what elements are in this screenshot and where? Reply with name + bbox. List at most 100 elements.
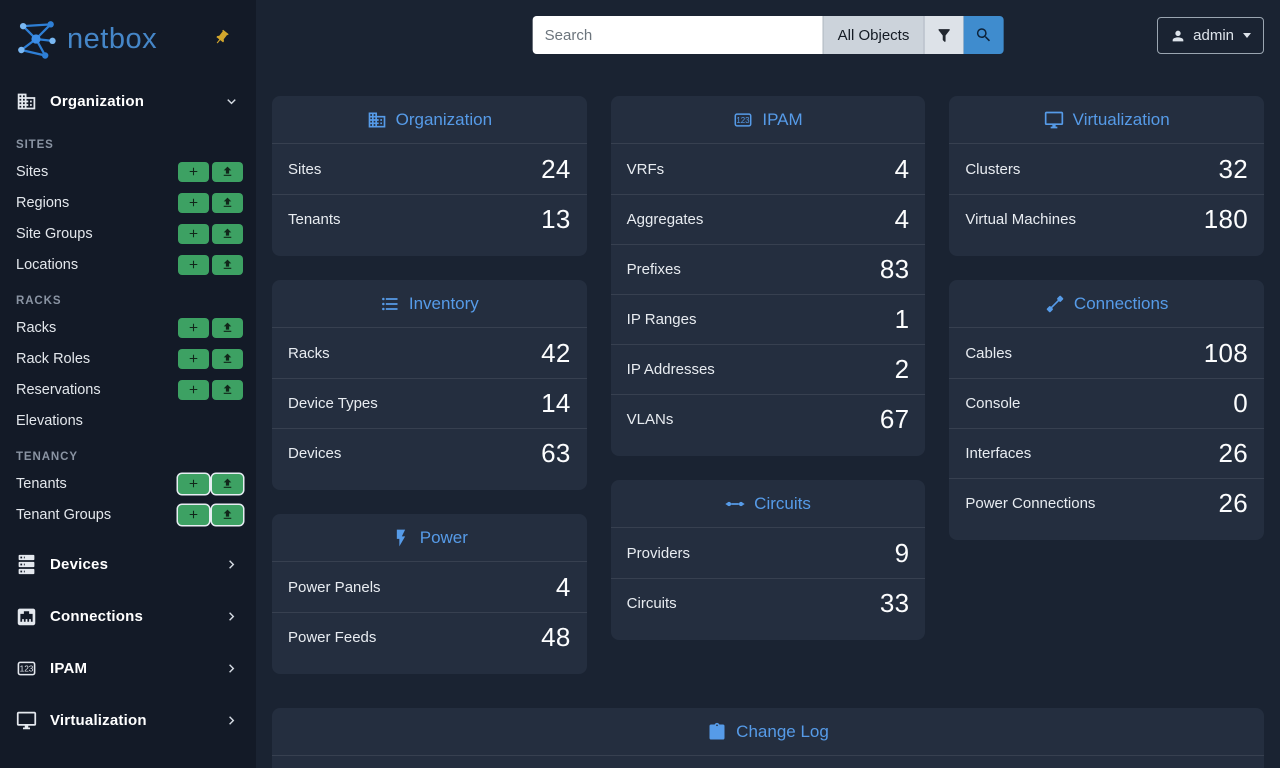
add-button[interactable] [178, 317, 209, 338]
pin-sidebar-button[interactable] [211, 27, 232, 48]
import-button[interactable] [212, 254, 243, 275]
sidebar-nav: Organization SITES Sites Regions Site Gr… [0, 78, 256, 746]
sidebar-item-label[interactable]: Sites [16, 163, 49, 180]
sidebar-item-ipam[interactable]: IPAM [0, 642, 256, 694]
sidebar-item-label[interactable]: Rack Roles [16, 350, 91, 367]
add-button[interactable] [178, 192, 209, 213]
add-button[interactable] [178, 504, 209, 525]
stat-label[interactable]: Tenants [288, 211, 341, 228]
import-button[interactable] [212, 223, 243, 244]
account-icon [1170, 28, 1186, 44]
card-title: Inventory [408, 293, 479, 313]
plus-icon [187, 227, 200, 240]
sidebar-item-devices[interactable]: Devices [0, 538, 256, 590]
stat-value: 1 [894, 304, 910, 334]
search-button[interactable] [963, 16, 1004, 54]
sidebar: netbox Organization SITES Sites Regions … [0, 0, 256, 768]
filter-button[interactable] [923, 16, 964, 54]
sidebar-collapsed-groups: Devices Connections IPAM Virtualization [0, 538, 256, 746]
stat-label[interactable]: Power Connections [965, 495, 1096, 512]
card-organization: Organization Sites 24 Tenants 13 [272, 96, 587, 256]
sidebar-item-label[interactable]: Regions [16, 194, 70, 211]
stat-row: Device Types 14 [272, 378, 587, 428]
sidebar-item-label[interactable]: Site Groups [16, 225, 93, 242]
sidebar-item-tenants: Tenants [0, 468, 256, 499]
stat-value: 33 [879, 588, 910, 618]
import-button[interactable] [212, 161, 243, 182]
counter-icon [733, 110, 753, 130]
add-button[interactable] [178, 348, 209, 369]
import-button[interactable] [212, 317, 243, 338]
devices-icon [16, 554, 37, 575]
sidebar-item-label[interactable]: Tenants [16, 475, 67, 492]
add-button[interactable] [178, 379, 209, 400]
stat-label[interactable]: IP Ranges [626, 311, 697, 328]
import-button[interactable] [212, 348, 243, 369]
caret-down-icon [1243, 33, 1251, 38]
sidebar-item-organization[interactable]: Organization [0, 78, 256, 124]
add-button[interactable] [178, 473, 209, 494]
stat-value: 4 [555, 571, 571, 602]
stat-label[interactable]: Circuits [626, 595, 677, 612]
sidebar-item-label[interactable]: Reservations [16, 381, 101, 398]
stat-label[interactable]: Power Panels [288, 578, 381, 596]
netbox-logo[interactable]: netbox [14, 17, 157, 61]
stat-value: 4 [894, 153, 910, 184]
stat-label[interactable]: Devices [288, 445, 342, 462]
add-button[interactable] [178, 161, 209, 182]
upload-icon [221, 196, 234, 209]
stat-value: 42 [541, 337, 571, 368]
stat-label[interactable]: Device Types [288, 395, 378, 412]
stat-label[interactable]: VRFs [626, 160, 665, 178]
stat-row: Console 0 [949, 378, 1265, 428]
stat-row: Cables 108 [949, 328, 1264, 378]
stat-label[interactable]: Interfaces [965, 445, 1032, 462]
stat-label[interactable]: Providers [626, 544, 691, 562]
stat-label[interactable]: Aggregates [626, 211, 704, 228]
stat-label[interactable]: IP Addresses [626, 361, 715, 378]
sidebar-item-label[interactable]: Locations [16, 256, 79, 273]
sidebar-item-connections[interactable]: Connections [0, 590, 256, 642]
stat-label[interactable]: VLANs [626, 411, 674, 428]
upload-icon [221, 321, 234, 334]
stat-row: Tenants 13 [272, 194, 587, 244]
stat-row: Racks 42 [272, 328, 587, 378]
sidebar-item-label[interactable]: Elevations [16, 412, 83, 429]
sidebar-item-label[interactable]: Racks [16, 319, 57, 336]
sidebar-item-rack-roles: Rack Roles [0, 343, 256, 374]
stat-row: Interfaces 26 [949, 428, 1265, 478]
add-button[interactable] [178, 223, 209, 244]
stat-value: 13 [541, 204, 571, 234]
import-button[interactable] [212, 379, 243, 400]
sidebar-item-label[interactable]: Tenant Groups [16, 506, 112, 523]
search-scope-button[interactable]: All Objects [822, 16, 924, 54]
card-title: Circuits [754, 493, 811, 513]
import-button[interactable] [212, 504, 243, 525]
brand-bar: netbox [0, 0, 256, 78]
stat-label[interactable]: Clusters [965, 160, 1021, 178]
stat-row: Prefixes 83 [610, 244, 926, 294]
sidebar-item-virtualization[interactable]: Virtualization [0, 694, 256, 746]
stat-label[interactable]: Racks [288, 344, 330, 362]
sidebar-group-label: Organization [50, 92, 145, 110]
stat-value: 2 [894, 354, 910, 384]
card-title: Change Log [736, 721, 829, 741]
card-connections: Connections Cables 108 Console 0 Interfa… [949, 280, 1265, 540]
stat-label[interactable]: Sites [288, 160, 322, 178]
card-header: IPAM [610, 96, 926, 144]
card-header: Connections [949, 280, 1265, 328]
stat-row: Clusters 32 [949, 144, 1264, 194]
stat-label[interactable]: Virtual Machines [965, 211, 1076, 228]
plus-icon [187, 352, 200, 365]
add-button[interactable] [178, 254, 209, 275]
stat-label[interactable]: Prefixes [626, 261, 681, 278]
stat-label[interactable]: Power Feeds [288, 629, 377, 646]
sidebar-heading-sites: SITES [16, 139, 54, 151]
import-button[interactable] [212, 192, 243, 213]
search-input[interactable] [532, 16, 823, 54]
sidebar-group-label: Connections [50, 607, 144, 625]
stat-label[interactable]: Cables [965, 344, 1013, 362]
stat-label[interactable]: Console [965, 395, 1021, 412]
user-menu-button[interactable]: admin [1157, 17, 1264, 54]
import-button[interactable] [212, 473, 243, 494]
